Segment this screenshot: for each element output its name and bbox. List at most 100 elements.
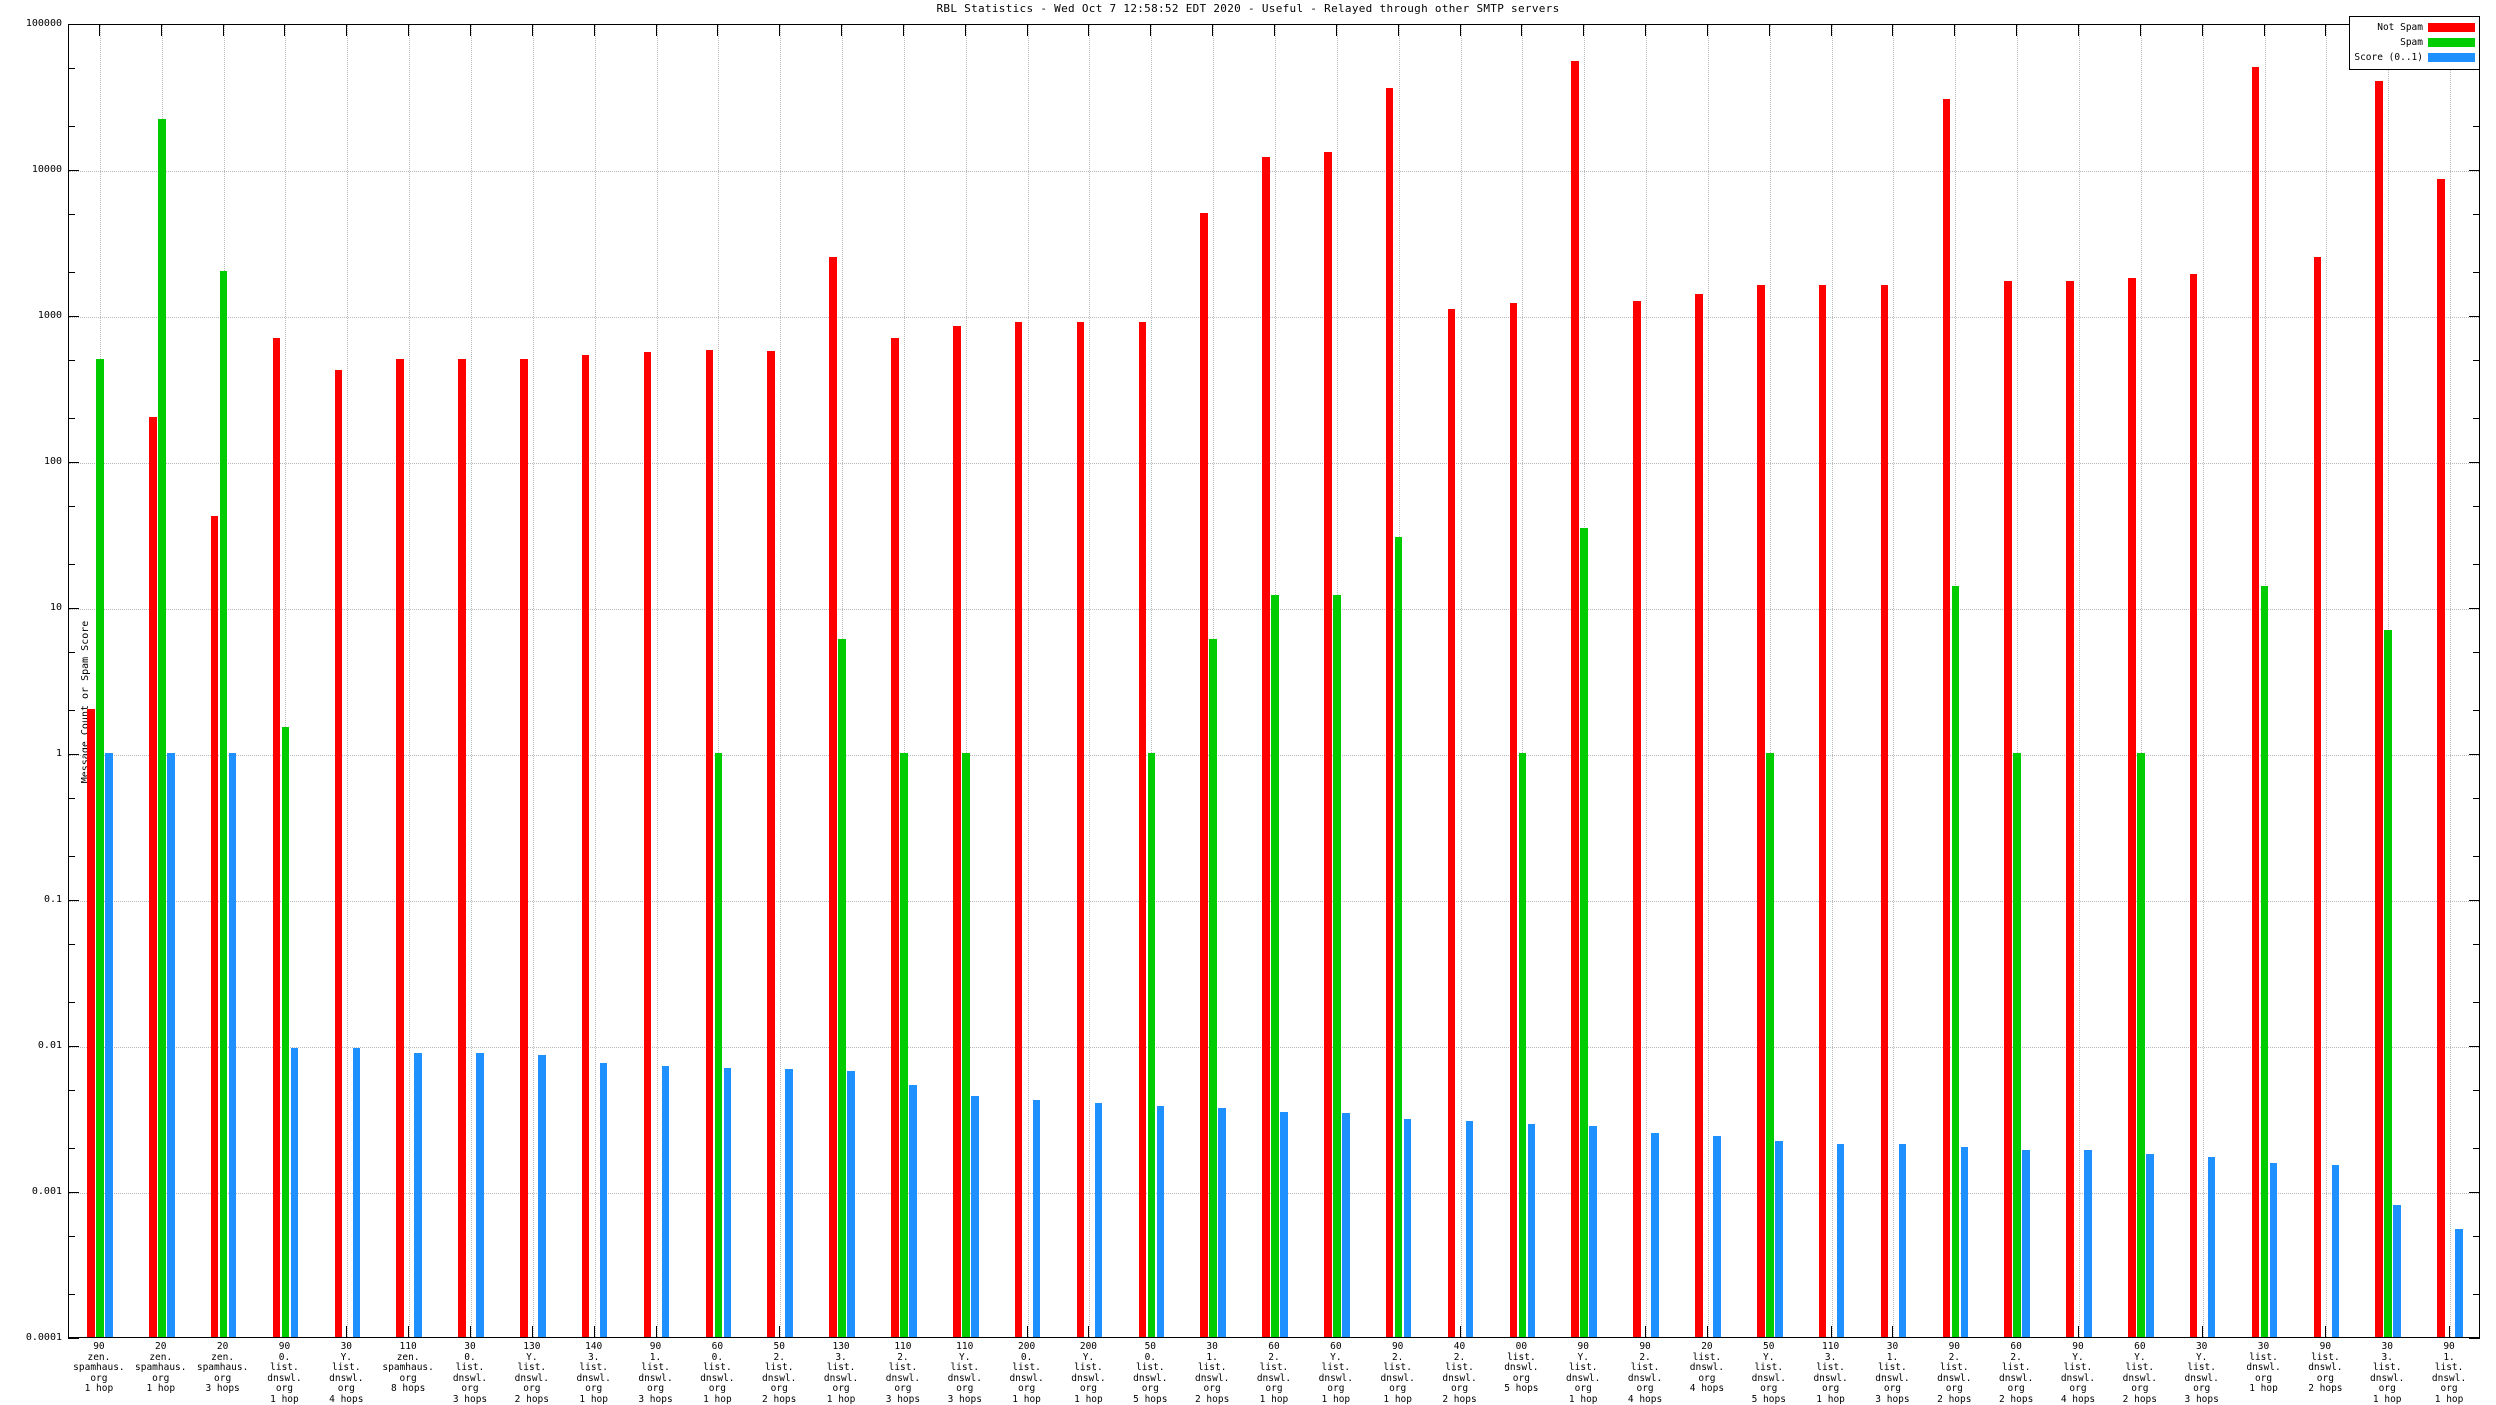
bar-score-0-1 — [1033, 1100, 1041, 1337]
bar-not-spam — [891, 338, 899, 1337]
x-axis-label-line: 50 — [748, 1342, 810, 1353]
bar-spam — [715, 753, 723, 1337]
bar-score-0-1 — [1899, 1144, 1907, 1337]
x-axis-label-line: org — [439, 1384, 501, 1395]
x-axis-label-line: 60 — [2109, 1342, 2171, 1353]
x-axis-label-line: list. — [934, 1363, 996, 1374]
grid-line-vertical — [595, 25, 596, 1337]
x-axis-label-line: list. — [686, 1363, 748, 1374]
x-axis-label-line: 90 — [1367, 1342, 1429, 1353]
x-axis-label-line: 1 hop — [1800, 1395, 1862, 1405]
bar-score-0-1 — [353, 1048, 361, 1337]
x-axis-label-line: 4 hops — [2047, 1395, 2109, 1405]
x-axis-label-line: 30 — [439, 1342, 501, 1353]
x-axis-label-line: 90 — [2294, 1342, 2356, 1353]
x-axis-label-line: org — [1985, 1384, 2047, 1395]
bar-score-0-1 — [662, 1066, 670, 1337]
bar-spam — [1580, 528, 1588, 1337]
x-axis-label-line: 60 — [1985, 1342, 2047, 1353]
bar-not-spam — [211, 516, 219, 1337]
x-axis-label-line: 30 — [1181, 1342, 1243, 1353]
y-axis-tick-right — [2469, 1338, 2480, 1339]
x-axis-label-line: dnswl. — [2294, 1363, 2356, 1374]
x-axis-label-line: list. — [2171, 1363, 2233, 1374]
x-axis-label-line: 4 hops — [315, 1395, 377, 1405]
x-axis-label-line: 20 — [1676, 1342, 1738, 1353]
x-axis-label-line: list. — [1119, 1363, 1181, 1374]
x-axis-label-line: list. — [2356, 1363, 2418, 1374]
x-axis-label-line: 4 hops — [1614, 1395, 1676, 1405]
x-axis-label-line: 30 — [1862, 1342, 1924, 1353]
bar-score-0-1 — [2332, 1165, 2340, 1337]
bar-not-spam — [2437, 179, 2445, 1337]
bar-not-spam — [1200, 213, 1208, 1337]
chart-title: RBL Statistics - Wed Oct 7 12:58:52 EDT … — [0, 2, 2496, 15]
x-axis-label-line: 1 hop — [996, 1395, 1058, 1405]
x-axis-label-line: 2 hops — [2294, 1384, 2356, 1395]
bar-score-0-1 — [1157, 1106, 1165, 1337]
x-axis-label-line: 20 — [192, 1342, 254, 1353]
x-axis-label-line: list. — [996, 1363, 1058, 1374]
bar-spam — [1395, 537, 1403, 1337]
bar-not-spam — [644, 352, 652, 1337]
y-axis-tick-label: 10000 — [32, 164, 62, 175]
bar-not-spam — [1757, 285, 1765, 1337]
grid-line-vertical — [2079, 25, 2080, 1337]
x-axis-label-line: list. — [1367, 1363, 1429, 1374]
x-axis-label-line: dnswl. — [1676, 1363, 1738, 1374]
grid-line-vertical — [1832, 25, 1833, 1337]
x-axis-label-line: 1 hop — [1367, 1395, 1429, 1405]
bar-score-0-1 — [1589, 1126, 1597, 1337]
x-axis-label-line: 1 hop — [686, 1395, 748, 1405]
grid-line-horizontal — [69, 317, 2479, 318]
bar-spam — [2261, 586, 2269, 1337]
bar-not-spam — [1633, 301, 1641, 1337]
bar-score-0-1 — [909, 1085, 917, 1337]
grid-line-vertical — [533, 25, 534, 1337]
bar-not-spam — [2314, 257, 2322, 1337]
bar-score-0-1 — [1218, 1108, 1226, 1337]
x-axis-label-line: org — [563, 1384, 625, 1395]
x-axis-label-line: 90 — [1552, 1342, 1614, 1353]
x-axis-label-line: list. — [501, 1363, 563, 1374]
x-axis-label-line: 1 hop — [1552, 1395, 1614, 1405]
grid-line-vertical — [409, 25, 410, 1337]
grid-line-vertical — [780, 25, 781, 1337]
x-axis-label-line: org — [2109, 1384, 2171, 1395]
x-axis-label-line: 20 — [130, 1342, 192, 1353]
grid-line-horizontal — [69, 171, 2479, 172]
x-axis-label-line: 1 hop — [130, 1384, 192, 1395]
x-axis-label-line: org — [2047, 1384, 2109, 1395]
bar-score-0-1 — [1528, 1124, 1536, 1338]
x-axis-label-line: list. — [1429, 1363, 1491, 1374]
bar-score-0-1 — [2455, 1229, 2463, 1337]
bar-score-0-1 — [2270, 1163, 2278, 1337]
x-axis-label-line: org — [934, 1384, 996, 1395]
x-axis-label-line: org — [1305, 1384, 1367, 1395]
legend-swatch — [2428, 23, 2475, 32]
x-axis-label-line: 30 — [2356, 1342, 2418, 1353]
bar-not-spam — [2252, 67, 2260, 1337]
y-axis-tick-label: 10 — [50, 602, 62, 613]
x-axis-label-line: list. — [2418, 1363, 2480, 1374]
bar-not-spam — [953, 326, 961, 1337]
bar-not-spam — [273, 338, 281, 1337]
bar-score-0-1 — [600, 1063, 608, 1337]
x-axis-label-line: 00 — [1490, 1342, 1552, 1353]
bar-not-spam — [2066, 281, 2074, 1337]
legend-label: Score (0..1) — [2354, 52, 2423, 63]
bar-not-spam — [1077, 322, 1085, 1337]
x-axis-label-line: 2 hops — [2109, 1395, 2171, 1405]
